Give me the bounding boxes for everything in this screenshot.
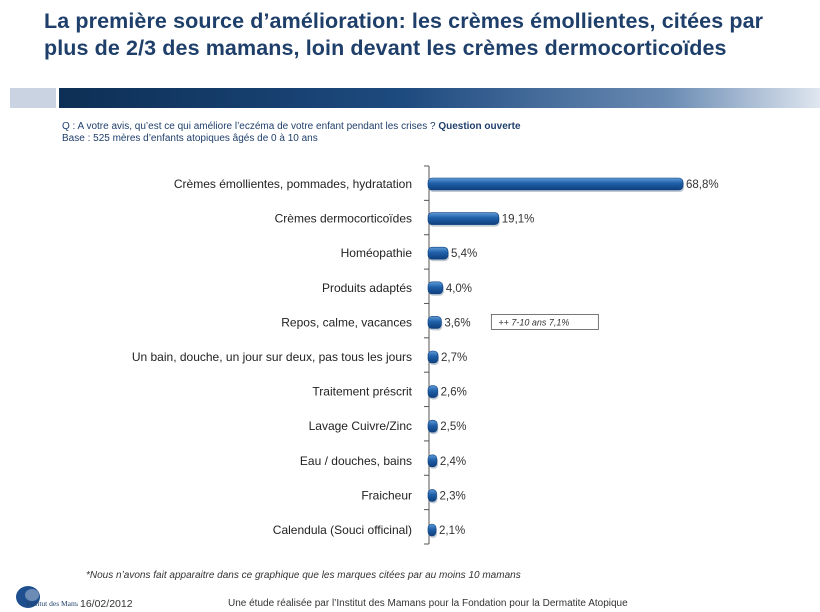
value-label: 2,3% bbox=[440, 490, 466, 502]
category-label: Crèmes dermocorticoïdes bbox=[275, 212, 412, 226]
value-label: 4,0% bbox=[446, 283, 472, 295]
logo-text: Institut des Mamans bbox=[26, 599, 78, 608]
category-label: Calendula (Souci officinal) bbox=[273, 523, 412, 537]
category-label: Eau / douches, bains bbox=[300, 454, 412, 468]
value-label: 5,4% bbox=[451, 248, 477, 260]
question-text: Q : A votre avis, qu’est ce qui améliore… bbox=[62, 121, 439, 132]
bar bbox=[427, 316, 442, 329]
category-label: Homéopathie bbox=[341, 246, 413, 260]
category-label: Un bain, douche, un jour sur deux, pas t… bbox=[132, 350, 412, 364]
bar bbox=[427, 246, 449, 260]
value-label: 68,8% bbox=[686, 179, 719, 191]
value-label: 2,5% bbox=[440, 421, 466, 433]
category-label: Repos, calme, vacances bbox=[281, 315, 412, 329]
annotation-box bbox=[490, 313, 599, 330]
survey-question: Q : A votre avis, qu’est ce qui améliore… bbox=[62, 121, 521, 145]
annotation-text: ++ 7-10 ans 7,1% bbox=[498, 317, 569, 327]
bar bbox=[427, 489, 437, 502]
bar bbox=[427, 281, 444, 295]
date: 16/02/2012 bbox=[80, 598, 133, 610]
title-line-2: plus de 2/3 des mamans, loin devant les … bbox=[44, 36, 727, 60]
footnote: *Nous n’avons fait apparaitre dans ce gr… bbox=[86, 570, 521, 581]
bar bbox=[427, 350, 439, 364]
value-label: 2,6% bbox=[441, 387, 467, 399]
bar bbox=[427, 523, 437, 537]
bar bbox=[427, 419, 438, 433]
question-base: Base : 525 mères d’enfants atopiques âgé… bbox=[62, 133, 318, 144]
category-label: Lavage Cuivre/Zinc bbox=[309, 419, 412, 433]
institut-des-mamans-logo: Institut des Mamans bbox=[16, 586, 78, 608]
slide-title: La première source d’amélioration: les c… bbox=[44, 8, 814, 62]
question-type: Question ouverte bbox=[438, 121, 521, 132]
header-band-gradient bbox=[59, 88, 820, 108]
bar bbox=[427, 454, 438, 468]
value-label: 2,7% bbox=[441, 352, 467, 364]
category-label: Crèmes émollientes, pommades, hydratatio… bbox=[174, 177, 412, 191]
bar bbox=[427, 212, 500, 225]
value-label: 2,4% bbox=[440, 456, 466, 468]
value-label: 3,6% bbox=[444, 317, 470, 329]
category-label: Produits adaptés bbox=[322, 281, 412, 295]
bar bbox=[427, 385, 438, 398]
category-label: Traitement préscrit bbox=[312, 385, 412, 399]
bar bbox=[427, 177, 684, 191]
header-band-light bbox=[10, 88, 56, 108]
source-note: Une étude réalisée par l’Institut des Ma… bbox=[228, 598, 628, 609]
category-label: Fraicheur bbox=[361, 488, 412, 502]
title-line-1: La première source d’amélioration: les c… bbox=[44, 9, 764, 33]
value-label: 2,1% bbox=[439, 525, 465, 537]
value-label: 19,1% bbox=[502, 214, 535, 226]
